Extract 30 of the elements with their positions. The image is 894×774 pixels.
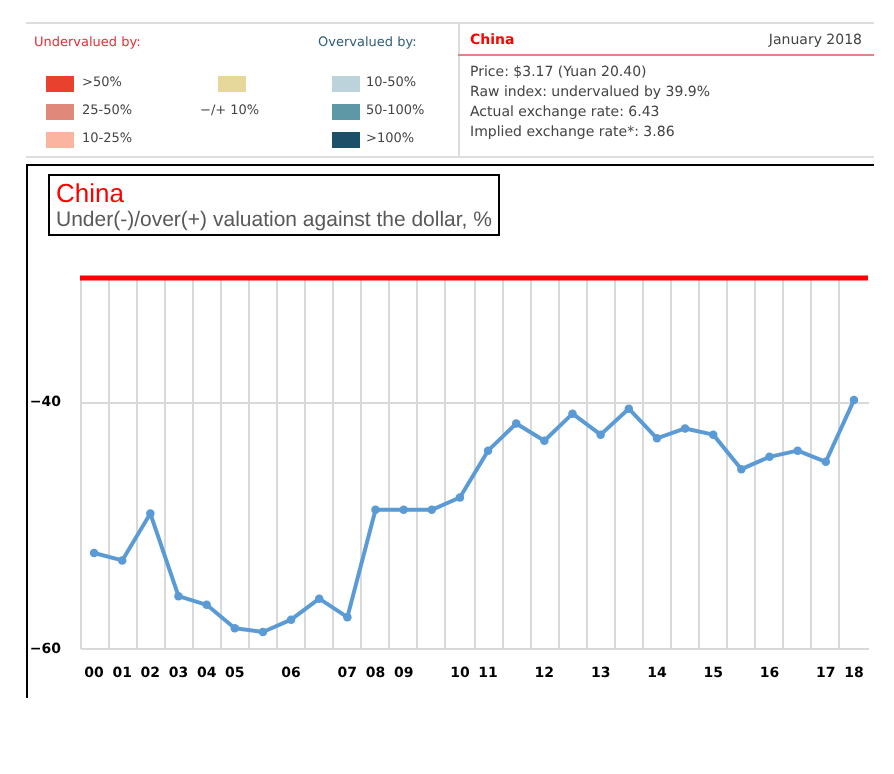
point — [343, 612, 352, 622]
point — [427, 505, 437, 515]
point — [174, 591, 183, 601]
chart-subtitle: Under(-)/over(+) valuation against the dollar, % — [56, 208, 492, 232]
point — [596, 430, 605, 439]
point — [286, 615, 296, 624]
point — [652, 434, 662, 443]
point — [371, 505, 380, 515]
point — [765, 452, 774, 462]
point — [624, 404, 634, 413]
point — [202, 600, 211, 610]
point — [146, 509, 155, 518]
point — [230, 624, 240, 633]
point — [511, 419, 521, 428]
point — [483, 446, 493, 455]
point — [821, 457, 831, 466]
point — [568, 409, 577, 418]
point — [399, 505, 408, 515]
point — [793, 446, 802, 455]
point — [540, 436, 549, 446]
point — [117, 556, 127, 565]
chart-title: China — [56, 178, 126, 208]
point — [258, 627, 268, 637]
point — [314, 594, 324, 603]
point — [455, 493, 465, 502]
point — [680, 424, 690, 433]
point — [849, 395, 859, 405]
point — [737, 464, 746, 474]
point — [708, 430, 718, 439]
point — [89, 548, 99, 558]
